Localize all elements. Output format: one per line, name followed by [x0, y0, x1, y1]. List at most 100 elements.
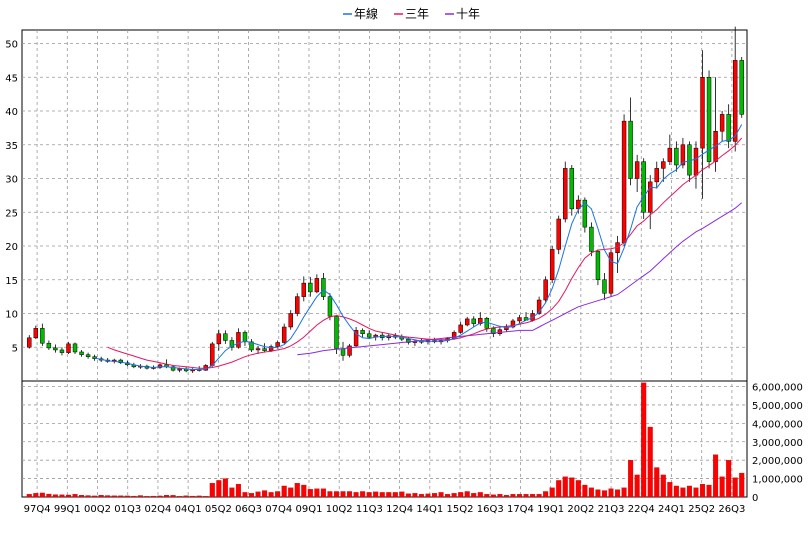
candle-down [471, 318, 476, 324]
volume-bar [451, 493, 457, 498]
volume-bar [366, 492, 372, 498]
x-tick-label: 15Q2 [447, 504, 474, 515]
volume-bar [484, 494, 490, 498]
volume-bar [249, 493, 255, 498]
candle-up [478, 317, 483, 324]
volume-bar [549, 487, 555, 498]
volume-bar [183, 495, 189, 498]
volume-bar [26, 494, 32, 498]
x-tick-label: 04Q1 [175, 504, 202, 515]
candle-up [464, 318, 470, 326]
volume-bar [680, 487, 686, 498]
candle-down [569, 168, 574, 210]
volume-bar [131, 495, 137, 498]
price-tick-label: 50 [5, 40, 18, 51]
volume-bar [255, 491, 261, 498]
volume-bar [399, 491, 405, 498]
candle-up [543, 279, 548, 301]
volume-tick-label: 0 [752, 493, 758, 504]
candle-down [628, 120, 633, 179]
x-tick-label: 19Q1 [537, 504, 564, 515]
volume-bar [144, 496, 150, 498]
candle-up [177, 368, 182, 371]
candle-up [33, 328, 39, 339]
volume-bar [503, 495, 509, 498]
candle-up [536, 299, 542, 314]
volume-bar [686, 485, 692, 498]
x-tick-label: 11Q3 [356, 504, 383, 515]
x-tick-label: 14Q1 [416, 504, 443, 515]
volume-bar [275, 491, 281, 498]
candle-up [648, 181, 653, 213]
volume-bar [562, 476, 568, 498]
candle-up [458, 324, 463, 333]
candle-down [726, 114, 731, 142]
candle-down [72, 343, 78, 353]
candle-up [295, 296, 300, 314]
price-tick-label: 35 [5, 141, 18, 152]
candle-down [85, 354, 91, 357]
volume-bar [425, 493, 431, 498]
candle-down [262, 348, 267, 351]
volume-bar [85, 495, 91, 498]
volume-bar [229, 487, 235, 498]
x-tick-label: 20Q2 [567, 504, 594, 515]
volume-bar [601, 490, 607, 498]
x-tick-label: 12Q4 [386, 504, 413, 515]
volume-bar [268, 492, 274, 498]
volume-bar [46, 493, 52, 498]
volume-bar [432, 493, 438, 498]
candle-down [229, 340, 235, 348]
volume-bar [33, 493, 39, 498]
volume-bar [307, 489, 313, 498]
volume-bar [301, 484, 307, 498]
x-tick-label: 16Q3 [477, 504, 504, 515]
candle-up [216, 333, 222, 345]
volume-bar [52, 494, 58, 498]
candle-up [347, 345, 352, 356]
x-tick-label: 97Q4 [24, 504, 51, 515]
volume-tick-label: 5,000,000 [752, 401, 803, 412]
volume-bar [588, 487, 594, 498]
volume-bar [536, 494, 542, 498]
x-tick-label: 01Q3 [114, 504, 141, 515]
volume-bar [340, 491, 346, 498]
volume-bar [386, 492, 392, 498]
volume-bar [647, 426, 653, 498]
volume-bar [582, 484, 588, 498]
candle-up [497, 329, 503, 335]
volume-bar [65, 494, 71, 498]
candle-down [170, 366, 176, 371]
volume-bar [575, 480, 581, 498]
candle-down [360, 330, 365, 334]
volume-bar [209, 483, 215, 498]
candle-down [308, 282, 313, 293]
volume-bar [262, 490, 268, 498]
candle-down [53, 347, 58, 351]
volume-bar [595, 489, 601, 498]
candle-up [680, 144, 686, 166]
candle-down [334, 315, 339, 349]
candle-up [719, 114, 725, 132]
candle-down [687, 144, 692, 176]
candle-up [700, 77, 705, 149]
volume-bar [392, 492, 398, 498]
candle-down [40, 328, 45, 344]
volume-bar [445, 494, 451, 498]
volume-bar [222, 478, 228, 498]
volume-bar [360, 491, 366, 498]
volume-bar [405, 493, 411, 498]
volume-bar [732, 477, 738, 498]
volume-bar [333, 491, 339, 498]
volume-bar [242, 492, 248, 498]
volume-tick-label: 1,000,000 [752, 475, 803, 486]
candle-up [314, 278, 320, 293]
volume-bar [464, 491, 470, 498]
volume-bar [170, 495, 176, 498]
volume-bar [79, 495, 85, 498]
candle-up [27, 337, 32, 348]
legend-label: 十年 [456, 7, 480, 21]
candle-up [236, 332, 241, 348]
volume-bar [634, 474, 640, 498]
